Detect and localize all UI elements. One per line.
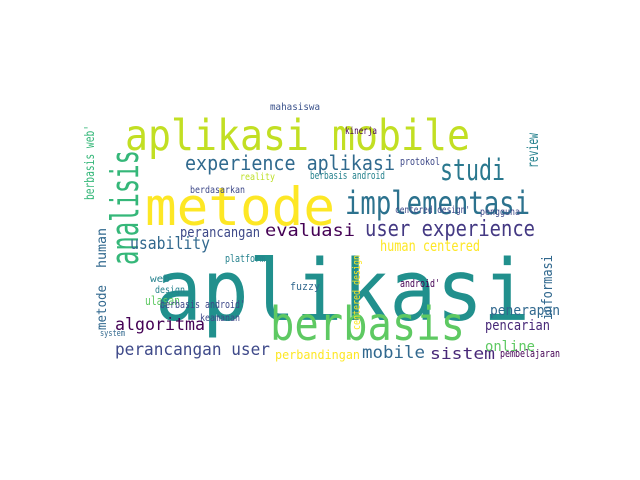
word: pencarian [485, 318, 550, 334]
word: android' [400, 277, 440, 290]
word: reality [240, 172, 275, 183]
word: usability [130, 234, 210, 254]
word: fuzzy [290, 280, 320, 293]
word: sistem [430, 344, 495, 363]
word: web [150, 274, 170, 285]
word: pengguna [480, 207, 520, 218]
word: penerapan [490, 303, 560, 319]
word: mahasiswa [270, 102, 320, 113]
word: informasi [540, 255, 556, 320]
word: analisis [103, 150, 147, 265]
word: berbasis android [310, 169, 385, 182]
background [75, 115, 565, 367]
word: pembelajaran [500, 347, 560, 360]
word: user experience [365, 217, 535, 242]
word: metode [145, 177, 335, 238]
word: design [155, 285, 185, 296]
word: studi [440, 153, 505, 187]
word: keamanan [200, 313, 240, 324]
word: berbasis [270, 297, 465, 351]
word: centered design [350, 255, 363, 330]
word: berbasis android' [160, 298, 245, 311]
word: platform [225, 252, 265, 265]
word: berbasis web' [83, 125, 98, 200]
word: centered design' [395, 205, 470, 216]
word: perancangan [180, 225, 260, 241]
word: algoritma [115, 315, 205, 335]
word: implementasi [345, 184, 530, 222]
word: human centered [380, 237, 480, 255]
word: metode [95, 285, 110, 330]
word: human [95, 228, 110, 268]
word: aplikasi [155, 242, 530, 341]
word: kinerja [345, 126, 377, 137]
word: mobile [362, 343, 425, 363]
word: online [485, 339, 535, 355]
word: perancangan user [115, 340, 270, 360]
word: berdasarkan [190, 185, 245, 196]
word: ulasan [145, 294, 180, 308]
word: system [100, 329, 125, 339]
word: experience aplikasi [185, 151, 395, 175]
word: review [524, 132, 542, 168]
word: aplikasi mobile [125, 111, 470, 161]
word: perbandingan [275, 348, 360, 362]
word: evaluasi [265, 221, 355, 241]
word: protokol [400, 155, 440, 168]
